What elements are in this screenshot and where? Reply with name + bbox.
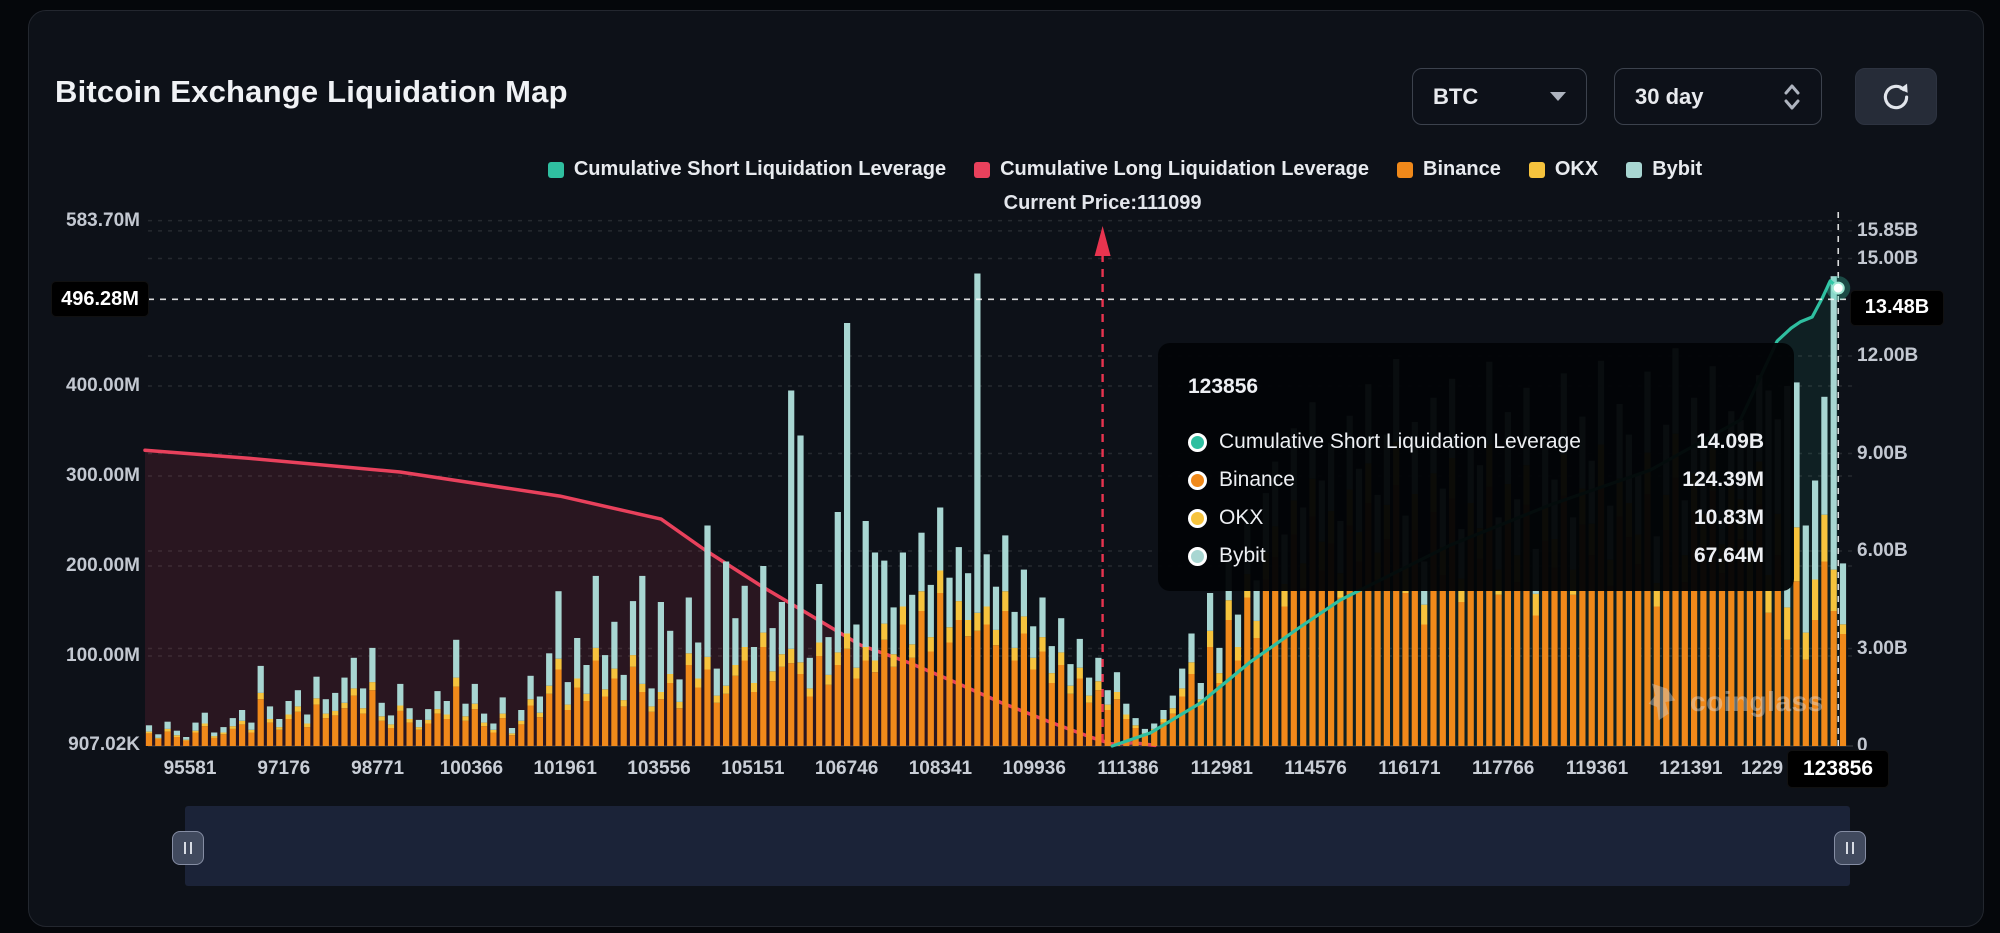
legend-item-short[interactable]: Cumulative Short Liquidation Leverage: [547, 158, 947, 181]
axis-tick-label: 200.00M: [66, 555, 140, 576]
x-axis-tick-label: 112981: [1190, 758, 1253, 779]
page-title: Bitcoin Exchange Liquidation Map: [55, 74, 568, 109]
series-dot-icon: [1188, 508, 1207, 528]
x-axis-tick-label: 98771: [351, 758, 405, 779]
tooltip-row-label: Cumulative Short Liquidation Leverage: [1219, 430, 1581, 453]
legend-swatch: [1397, 161, 1414, 178]
tooltip-row-value: 14.09B: [1696, 430, 1764, 453]
x-axis-tick-label: 117766: [1472, 758, 1535, 779]
axis-tick-label: 3.00B: [1857, 637, 1908, 659]
x-axis-highlight-badge: 123856: [1788, 751, 1888, 787]
symbol-select-value: BTC: [1433, 83, 1479, 109]
x-axis-tick-label: 101961: [533, 758, 597, 779]
legend-item-binance[interactable]: Binance: [1397, 158, 1501, 181]
axis-tick-label: 583.70M: [66, 209, 140, 231]
chevron-down-icon: [1550, 92, 1566, 101]
x-axis-tick-label: 109936: [1002, 758, 1066, 779]
tooltip-row-value: 10.83M: [1693, 506, 1764, 529]
axis-tick-label: 6.00B: [1857, 540, 1908, 561]
x-axis-tick-label: 103556: [627, 758, 691, 779]
axis-tick-label: 100.00M: [66, 645, 140, 666]
legend-item-long[interactable]: Cumulative Long Liquidation Leverage: [974, 158, 1369, 181]
axis-tick-label: 300.00M: [66, 465, 140, 486]
x-axis-tick-label: 114576: [1284, 758, 1347, 779]
chart-tooltip: 123856 Cumulative Short Liquidation Leve…: [1158, 343, 1794, 591]
tooltip-title: 123856: [1188, 375, 1259, 398]
chart-range-scrollbar[interactable]: [185, 806, 1850, 886]
right-axis-highlight-badge: 13.48B: [1851, 290, 1943, 325]
refresh-icon: [1883, 83, 1909, 109]
series-dot-icon: [1188, 470, 1207, 490]
x-axis-tick-label: 106746: [814, 758, 879, 779]
series-dot-icon: [1188, 432, 1207, 452]
series-dot-icon: [1188, 546, 1207, 566]
chart-legend: Cumulative Short Liquidation Leverage Cu…: [0, 158, 2000, 181]
legend-swatch: [547, 161, 564, 178]
legend-swatch: [1528, 161, 1545, 178]
x-axis-tick-label: 100366: [439, 758, 504, 779]
tooltip-row-label: Bybit: [1219, 544, 1266, 567]
x-axis-tick-label: 121391: [1659, 758, 1723, 779]
x-axis-tick-label: 119361: [1565, 758, 1629, 779]
legend-label: OKX: [1554, 158, 1599, 180]
period-select[interactable]: 30 day: [1614, 68, 1822, 125]
legend-label: Bybit: [1652, 158, 1703, 180]
updown-stepper-icon: [1784, 84, 1800, 109]
tooltip-row: Cumulative Short Liquidation Leverage 14.…: [1188, 423, 1764, 461]
axis-tick-label: 9.00B: [1857, 442, 1908, 464]
symbol-select[interactable]: BTC: [1412, 68, 1587, 125]
axis-tick-label: 0: [1857, 735, 1868, 756]
refresh-button[interactable]: [1855, 68, 1937, 125]
x-axis-tick-label: 116171: [1378, 758, 1441, 779]
left-axis-highlight-badge: 496.28M: [52, 282, 148, 317]
tooltip-row-value: 124.39M: [1682, 468, 1764, 491]
axis-tick-label: 400.00M: [66, 375, 140, 396]
tooltip-row-label: Binance: [1219, 468, 1295, 491]
axis-tick-label: 15.00B: [1857, 247, 1919, 269]
tooltip-row: OKX 10.83M: [1188, 499, 1764, 537]
current-price-annotation: Current Price:111099: [1003, 192, 1202, 214]
x-axis-tick-label: 95581: [163, 758, 217, 779]
legend-label: Cumulative Long Liquidation Leverage: [1000, 158, 1370, 180]
range-handle-left[interactable]: [172, 831, 204, 865]
legend-item-bybit[interactable]: Bybit: [1626, 158, 1702, 181]
legend-swatch: [1626, 161, 1643, 178]
axis-tick-label: 907.02K: [68, 734, 140, 756]
axis-tick-label: 15.85B: [1857, 219, 1919, 241]
range-handle-right[interactable]: [1834, 831, 1866, 865]
axis-tick-label: 12.00B: [1857, 345, 1919, 366]
x-axis-tick-label: 111386: [1097, 758, 1159, 779]
legend-label: Cumulative Short Liquidation Leverage: [573, 158, 947, 180]
legend-item-okx[interactable]: OKX: [1528, 158, 1599, 181]
tooltip-row: Bybit 67.64M: [1188, 537, 1764, 575]
x-axis-tick-label: 105151: [721, 758, 785, 779]
legend-label: Binance: [1423, 158, 1501, 180]
tooltip-row: Binance 124.39M: [1188, 461, 1764, 499]
period-select-value: 30 day: [1635, 83, 1704, 109]
tooltip-row-value: 67.64M: [1693, 544, 1764, 567]
tooltip-row-label: OKX: [1219, 506, 1264, 529]
legend-swatch: [974, 161, 991, 178]
x-axis-tick-label: 1229: [1740, 758, 1784, 779]
x-axis-tick-label: 97176: [257, 758, 311, 779]
x-axis-tick-label: 108341: [908, 758, 973, 779]
